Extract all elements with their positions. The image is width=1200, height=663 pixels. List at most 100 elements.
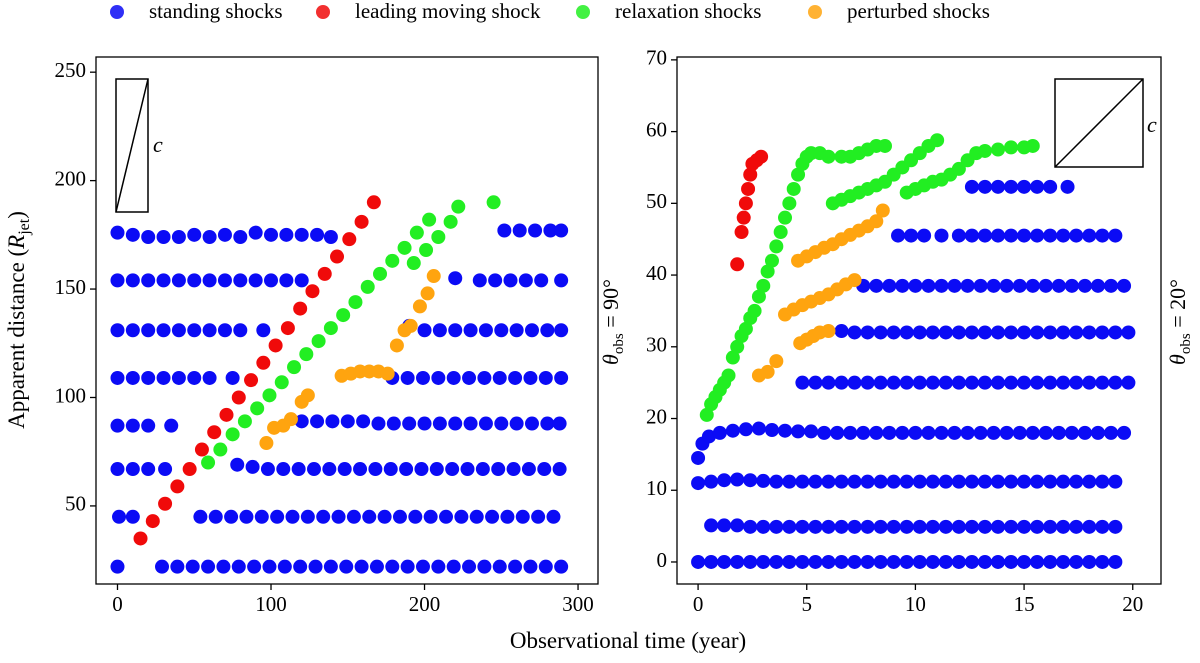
- data-point: [882, 425, 897, 440]
- data-point: [899, 325, 914, 340]
- data-point: [991, 142, 1006, 157]
- data-point: [429, 462, 444, 477]
- annotation-sub: obs: [1178, 333, 1194, 354]
- data-point: [353, 462, 368, 477]
- data-point: [964, 325, 979, 340]
- data-point: [973, 278, 988, 293]
- data-point: [389, 338, 404, 353]
- data-point: [778, 210, 793, 225]
- data-point: [873, 554, 888, 569]
- data-point: [730, 554, 745, 569]
- data-point: [1017, 228, 1032, 243]
- data-point: [1004, 554, 1019, 569]
- data-point: [383, 462, 398, 477]
- data-point: [187, 370, 202, 385]
- data-point: [477, 370, 492, 385]
- data-point: [912, 375, 927, 390]
- data-point: [523, 370, 538, 385]
- data-point: [552, 416, 567, 431]
- data-point: [764, 253, 779, 268]
- data-point: [1004, 519, 1019, 534]
- data-point: [1077, 278, 1092, 293]
- data-point: [725, 350, 740, 365]
- data-point: [500, 509, 515, 524]
- data-point: [1108, 325, 1123, 340]
- data-point: [938, 554, 953, 569]
- data-point: [141, 323, 156, 338]
- data-point: [439, 509, 454, 524]
- data-point: [947, 278, 962, 293]
- data-point: [1004, 179, 1019, 194]
- data-point: [306, 462, 321, 477]
- data-point: [977, 228, 992, 243]
- data-point: [543, 223, 558, 238]
- data-point: [1017, 179, 1032, 194]
- data-point: [202, 230, 217, 245]
- data-point: [960, 278, 975, 293]
- data-point: [925, 325, 940, 340]
- data-point: [738, 321, 753, 336]
- data-point: [207, 425, 222, 440]
- data-point: [960, 425, 975, 440]
- data-point: [368, 462, 383, 477]
- data-point: [385, 559, 400, 574]
- data-point: [323, 559, 338, 574]
- data-point: [1025, 425, 1040, 440]
- data-point: [782, 554, 797, 569]
- data-point: [443, 214, 458, 229]
- data-point: [795, 474, 810, 489]
- data-point: [1108, 375, 1123, 390]
- data-point: [991, 179, 1006, 194]
- data-point: [125, 227, 140, 242]
- data-point: [704, 474, 719, 489]
- data-point: [1108, 519, 1123, 534]
- data-point: [515, 509, 530, 524]
- data-point: [991, 228, 1006, 243]
- data-point: [1064, 425, 1079, 440]
- data-point: [540, 323, 555, 338]
- data-point: [691, 554, 706, 569]
- data-point: [248, 225, 263, 240]
- x-tick-label: 100: [255, 592, 287, 616]
- data-point: [843, 425, 858, 440]
- data-point: [472, 273, 487, 288]
- data-point: [930, 133, 945, 148]
- data-point: [904, 228, 919, 243]
- data-point: [454, 509, 469, 524]
- data-point: [125, 273, 140, 288]
- data-point: [1082, 554, 1097, 569]
- data-point: [268, 338, 283, 353]
- data-point: [448, 323, 463, 338]
- data-point: [951, 375, 966, 390]
- data-point: [886, 554, 901, 569]
- data-point: [294, 273, 309, 288]
- data-point: [778, 423, 793, 438]
- data-point: [492, 559, 507, 574]
- data-point: [1069, 228, 1084, 243]
- data-point: [730, 257, 745, 272]
- data-point: [895, 278, 910, 293]
- data-point: [847, 474, 862, 489]
- data-point: [538, 559, 553, 574]
- data-point: [1060, 179, 1075, 194]
- data-point: [847, 375, 862, 390]
- data-point: [274, 375, 289, 390]
- data-point: [145, 514, 160, 529]
- x-tick-label: 15: [1014, 592, 1035, 616]
- data-point: [171, 370, 186, 385]
- data-point: [230, 457, 245, 472]
- data-point: [155, 559, 170, 574]
- data-point: [1038, 278, 1053, 293]
- y-tick-label: 30: [646, 333, 667, 357]
- data-point: [1043, 519, 1058, 534]
- data-point: [986, 278, 1001, 293]
- data-point: [322, 462, 337, 477]
- data-point: [701, 429, 716, 444]
- data-point: [185, 559, 200, 574]
- data-point: [1056, 325, 1071, 340]
- data-point: [492, 370, 507, 385]
- data-point: [110, 370, 125, 385]
- data-point: [408, 509, 423, 524]
- data-point: [730, 472, 745, 487]
- data-point: [999, 278, 1014, 293]
